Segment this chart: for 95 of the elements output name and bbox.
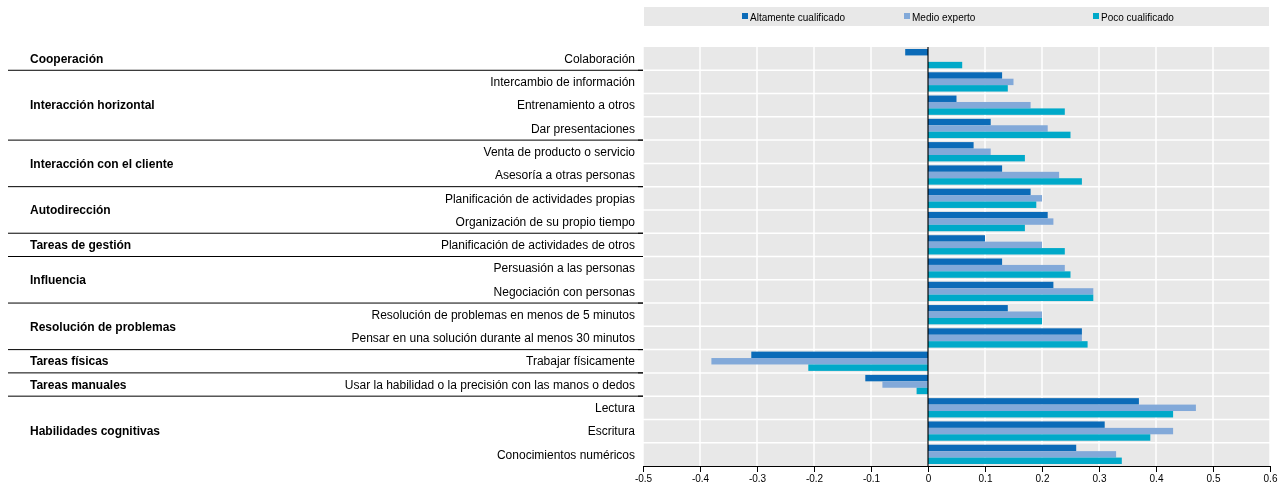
x-tick-label: -0.3 [748,473,767,485]
bar [928,101,1031,109]
y-tick-label: Escritura [587,424,636,439]
bar [928,258,1003,265]
y-tick-label: Asesoría a otras personas [494,168,635,183]
bar [928,427,1174,435]
x-tick-label: 0.3 [1092,473,1107,485]
bar [928,188,1031,196]
y-tick-label: Pensar en una solución durante al menos 30 minutos [351,331,635,346]
x-tick-label: -0.2 [805,473,824,485]
bar [808,364,928,371]
bar [928,78,1014,86]
y-tick-label: Dar presentaciones [530,121,635,136]
x-tick-label: 0.6 [1263,473,1278,485]
y-tick-label: Usar la habilidad o la precisión con las manos o dedos [344,377,635,392]
bar [928,195,1042,202]
bar [928,248,1065,255]
bar [865,374,928,382]
bar [928,95,957,102]
text: Habilidades cognitivas [30,424,161,439]
y-tick-label: Negociación con personas [493,284,635,299]
y-tick-label: Entrenamiento a otros [516,98,635,113]
bar [928,421,1105,428]
bar [928,311,1042,318]
bar [928,85,1008,92]
bar [928,305,1008,312]
x-tick-label: 0 [925,473,932,485]
x-tick-label: 0.4 [1149,473,1164,485]
x-tick-label: -0.1 [862,473,881,485]
bar [928,404,1196,412]
bar [928,288,1094,295]
bar [928,264,1065,272]
legend-label: Poco cualificado [1101,11,1175,23]
bar [928,108,1065,115]
bar [928,271,1071,278]
bar [928,148,991,155]
y-tick-label: Venta de producto o servicio [483,144,636,159]
text: Interacción con el cliente [30,156,174,171]
y-tick-label: Conocimientos numéricos [496,447,635,462]
text: Resolución de problemas [30,319,177,334]
bar [928,218,1054,225]
x-tick-label: -0.4 [691,473,710,485]
bar [928,281,1054,289]
bar [928,398,1139,405]
y-tick-label: Trabajar físicamente [526,354,636,369]
x-tick-label: -0.5 [634,473,653,485]
legend-label: Altamente cualificado [750,11,846,23]
bar [928,434,1151,441]
y-tick-label: Lectura [594,401,636,416]
bar [928,341,1088,348]
text: Autodirección [30,203,111,218]
bar [928,411,1174,418]
x-tick-label: 0.2 [1035,473,1050,485]
bar [928,165,1003,172]
text: Cooperación [30,51,104,66]
bar [928,171,1060,179]
bar [928,457,1122,464]
bar [928,328,1082,335]
y-tick-label: Organización de su propio tiempo [455,214,636,229]
bar [928,451,1117,458]
x-tick-label: 0.5 [1206,473,1221,485]
bar [711,358,928,365]
bar [928,294,1094,302]
bar [928,131,1071,139]
text: Interacción horizontal [30,98,155,113]
bar [928,118,991,126]
bar [928,235,985,242]
x-tick-label: 0.1 [978,473,993,485]
bar [905,49,928,56]
bar [928,317,1042,325]
bar [882,381,928,388]
bar [928,72,1003,79]
bar [751,351,928,359]
bar [928,125,1048,132]
y-tick-label: Colaboración [564,51,635,66]
bar [928,444,1077,452]
legend-label: Medio experto [912,11,976,23]
y-tick-label: Planificación de actividades propias [444,191,635,206]
y-tick-label: Intercambio de información [490,75,635,90]
bar [928,142,974,149]
bar [928,154,1025,162]
text: Tareas de gestión [30,238,132,253]
text: Tareas manuales [30,377,127,392]
bar [928,178,1082,185]
bar [928,224,1025,232]
bar [928,201,1037,208]
y-tick-label: Resolución de problemas en menos de 5 minutos [371,307,635,322]
bar [928,334,1082,342]
y-tick-label: Planificación de actividades de otros [440,238,635,253]
bar [928,241,1042,249]
bar [928,61,963,69]
y-tick-label: Persuasión a las personas [493,261,635,276]
text: Influencia [30,272,87,287]
text: Tareas físicas [30,354,109,369]
bar [928,211,1048,219]
